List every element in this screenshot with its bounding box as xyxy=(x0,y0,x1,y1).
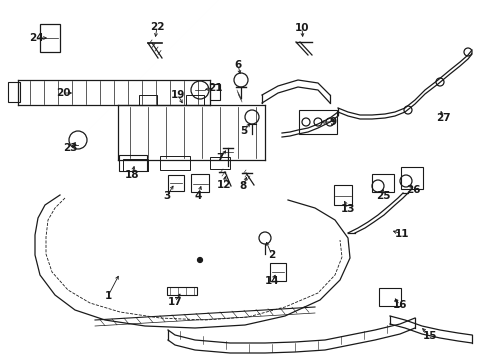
Text: 20: 20 xyxy=(56,88,70,98)
Bar xyxy=(378,288,400,306)
Text: 27: 27 xyxy=(435,113,449,123)
Bar xyxy=(333,185,351,205)
Bar xyxy=(160,156,190,170)
Text: 25: 25 xyxy=(375,191,389,201)
Bar xyxy=(298,110,336,134)
Bar xyxy=(8,82,20,102)
Text: 23: 23 xyxy=(62,143,77,153)
Bar xyxy=(119,155,147,171)
Text: 1: 1 xyxy=(104,291,111,301)
Circle shape xyxy=(197,257,202,262)
Text: 14: 14 xyxy=(264,276,279,286)
Text: 10: 10 xyxy=(294,23,308,33)
Bar xyxy=(191,174,208,192)
Bar xyxy=(400,167,422,189)
Text: 13: 13 xyxy=(340,204,354,214)
Text: 16: 16 xyxy=(392,300,407,310)
Bar xyxy=(209,157,229,169)
Text: 22: 22 xyxy=(149,22,164,32)
Text: 11: 11 xyxy=(394,229,408,239)
Text: 21: 21 xyxy=(207,83,222,93)
Text: 6: 6 xyxy=(234,60,241,70)
Bar xyxy=(371,174,393,192)
Text: 4: 4 xyxy=(194,191,201,201)
Text: 17: 17 xyxy=(167,297,182,307)
Text: 12: 12 xyxy=(216,180,231,190)
Bar xyxy=(122,159,147,171)
Text: 19: 19 xyxy=(170,90,185,100)
Bar xyxy=(167,287,197,295)
Text: 8: 8 xyxy=(239,181,246,191)
Text: 3: 3 xyxy=(163,191,170,201)
Bar xyxy=(185,95,203,105)
Text: 2: 2 xyxy=(268,250,275,260)
Text: 7: 7 xyxy=(216,153,223,163)
Bar xyxy=(168,175,183,191)
Text: 5: 5 xyxy=(240,126,247,136)
Text: 24: 24 xyxy=(29,33,43,43)
Bar xyxy=(139,95,157,105)
Bar xyxy=(40,24,60,52)
Text: 15: 15 xyxy=(422,331,436,341)
Text: 18: 18 xyxy=(124,170,139,180)
Bar xyxy=(269,263,285,281)
Text: 9: 9 xyxy=(329,117,336,127)
Text: 26: 26 xyxy=(405,185,419,195)
Bar xyxy=(209,84,220,100)
